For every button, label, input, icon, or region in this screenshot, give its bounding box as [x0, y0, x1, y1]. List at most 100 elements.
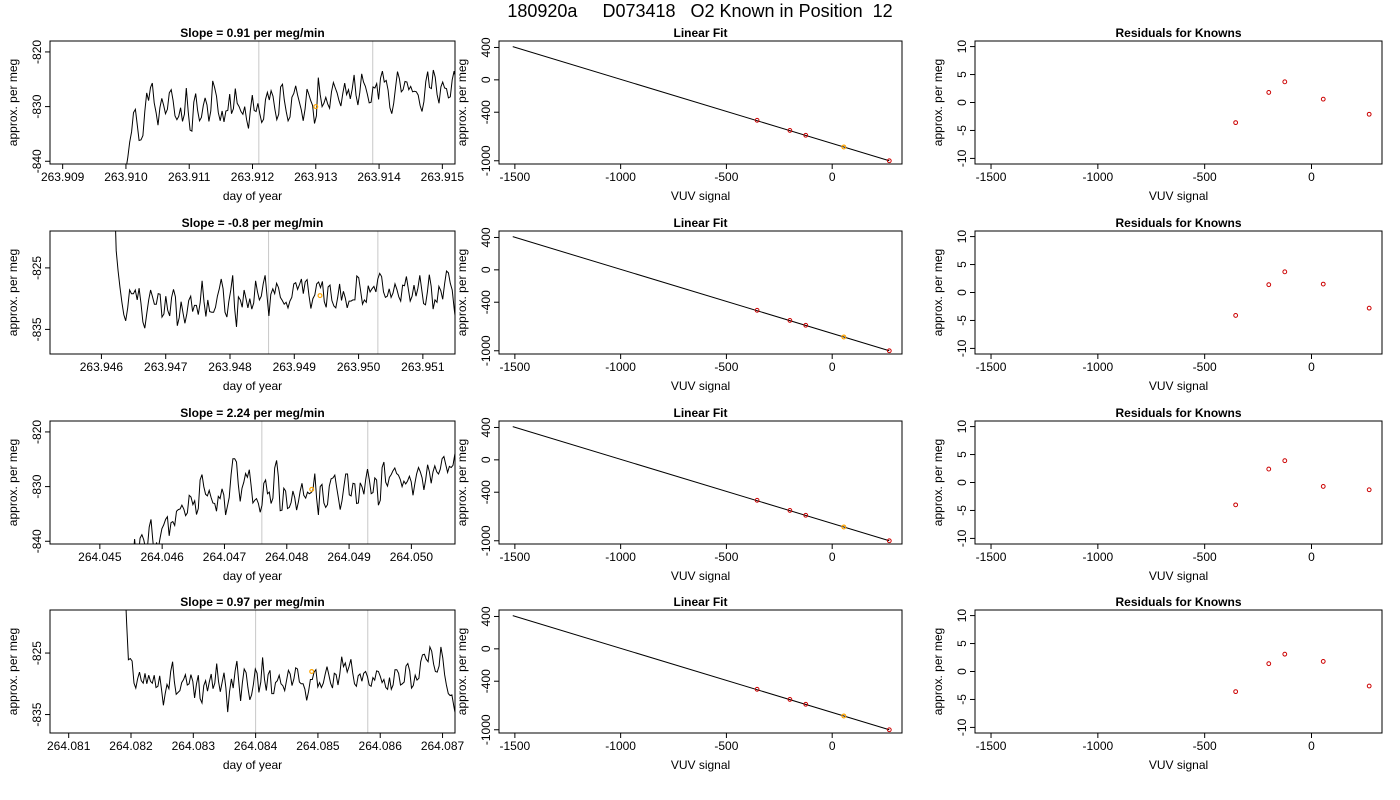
panel-4-2: Linear Fit -1500 -1000 -500 0 400 0 -400 -1000 VU…: [455, 595, 903, 772]
y-tick-label: -400: [479, 669, 493, 693]
x-tick-label: 263.951: [401, 360, 445, 374]
panel-1-3: Residuals for Knowns -1500 -1000 -500 0 10 5 0 -…: [931, 26, 1383, 203]
y-axis-label: approx. per meg: [931, 628, 945, 715]
x-tick-label: 264.046: [140, 550, 184, 564]
y-tick-label: -835: [30, 702, 44, 726]
x-tick-label: -500: [714, 360, 738, 374]
highlight-point: [841, 524, 847, 530]
y-axis-label: approx. per meg: [931, 439, 945, 526]
panel-title: Linear Fit: [673, 595, 727, 609]
highlight-point: [317, 293, 323, 299]
x-tick-label: 0: [829, 550, 836, 564]
y-tick-label: -820: [30, 420, 44, 444]
plot-area: [512, 426, 892, 544]
y-tick-label: -1000: [479, 714, 493, 745]
x-axis-label: VUV signal: [1149, 569, 1208, 583]
x-axis-label: VUV signal: [1149, 758, 1208, 772]
plot-area: [1233, 79, 1372, 126]
y-tick-label: -10: [955, 339, 969, 357]
y-tick-label: -5: [955, 315, 969, 326]
x-tick-label: 264.083: [172, 739, 216, 753]
x-tick-label: 264.084: [234, 739, 278, 753]
x-tick-label: 264.045: [78, 550, 122, 564]
x-tick-label: -1500: [500, 360, 531, 374]
plot-area: [512, 46, 892, 164]
data-point: [1233, 689, 1239, 695]
plot-area: [1233, 458, 1372, 508]
x-tick-label: -1500: [500, 170, 531, 184]
x-tick-label: 264.085: [296, 739, 340, 753]
panel-title: Slope = -0.8 per meg/min: [182, 216, 324, 230]
data-point: [1282, 651, 1288, 657]
data-point: [1282, 458, 1288, 464]
x-tick-label: 264.050: [390, 550, 434, 564]
x-tick-label: -500: [714, 550, 738, 564]
x-tick-label: 263.915: [421, 170, 465, 184]
y-tick-label: 5: [955, 261, 969, 268]
y-tick-label: 10: [955, 230, 969, 244]
data-point: [1366, 487, 1372, 493]
data-point: [886, 348, 892, 354]
y-tick-label: 400: [479, 417, 493, 437]
panel-title: Slope = 2.24 per meg/min: [180, 406, 324, 420]
y-tick-label: -840: [30, 529, 44, 553]
x-axis-label: day of year: [223, 569, 282, 583]
panel-3-3: Residuals for Knowns -1500 -1000 -500 0 10 5 0 -…: [931, 406, 1383, 583]
x-tick-label: -1500: [500, 739, 531, 753]
plot-frame: [974, 420, 1383, 545]
x-tick-label: -1000: [605, 550, 636, 564]
panel-3-1: Slope = 2.24 per meg/min 264.045 264.046 26…: [6, 406, 456, 583]
x-tick-label: 263.910: [104, 170, 148, 184]
data-point: [787, 128, 793, 133]
x-tick-label: -500: [714, 170, 738, 184]
x-tick-label: -500: [1193, 739, 1217, 753]
x-tick-label: -1500: [500, 550, 531, 564]
y-tick-label: 400: [479, 37, 493, 57]
x-tick-label: 263.948: [208, 360, 252, 374]
x-axis-label: VUV signal: [671, 758, 730, 772]
data-point: [754, 117, 760, 123]
x-axis-label: VUV signal: [671, 189, 730, 203]
x-tick-label: 263.911: [168, 170, 211, 184]
y-tick-label: -10: [955, 529, 969, 547]
y-tick-label: -835: [30, 317, 44, 341]
x-tick-label: -1000: [605, 170, 636, 184]
y-tick-label: -825: [30, 641, 44, 665]
data-point: [1266, 466, 1272, 472]
figure-title: 180920a D073418 O2 Known in Position 12: [507, 1, 893, 21]
y-axis-label: approx. per meg: [6, 59, 20, 146]
plot-frame: [49, 420, 456, 545]
data-point: [1266, 661, 1272, 667]
plot-area: [115, 231, 455, 354]
trace-line: [133, 453, 455, 544]
x-tick-label: -500: [714, 739, 738, 753]
y-tick-label: -820: [30, 40, 44, 64]
x-tick-label: 264.047: [203, 550, 247, 564]
panel-2-2: Linear Fit -1500 -1000 -500 0 400 0 -400 -1000 VU…: [455, 216, 903, 393]
y-tick-label: -400: [479, 100, 493, 124]
plot-frame: [498, 230, 903, 355]
y-axis-label: approx. per meg: [931, 249, 945, 336]
fit-line: [512, 426, 890, 542]
y-axis-label: approx. per meg: [455, 249, 469, 336]
highlight-point: [309, 486, 315, 492]
y-tick-label: 400: [479, 227, 493, 247]
data-point: [803, 132, 809, 138]
y-tick-label: 5: [955, 451, 969, 458]
panel-4-3: Residuals for Knowns -1500 -1000 -500 0 10 5 0 -…: [931, 595, 1383, 772]
y-tick-label: -400: [479, 290, 493, 314]
plot-frame: [974, 40, 1383, 165]
y-tick-label: 5: [955, 640, 969, 647]
x-axis-label: VUV signal: [671, 569, 730, 583]
trace-line: [115, 231, 455, 329]
x-tick-label: -1000: [605, 360, 636, 374]
y-axis-label: approx. per meg: [455, 628, 469, 715]
highlight-point: [309, 668, 315, 674]
x-tick-label: 263.909: [41, 170, 85, 184]
y-tick-label: -5: [955, 694, 969, 705]
x-tick-label: 264.049: [327, 550, 371, 564]
plot-frame: [498, 609, 903, 734]
panel-title: Linear Fit: [673, 216, 727, 230]
panel-title: Linear Fit: [673, 406, 727, 420]
y-tick-label: -10: [955, 718, 969, 736]
